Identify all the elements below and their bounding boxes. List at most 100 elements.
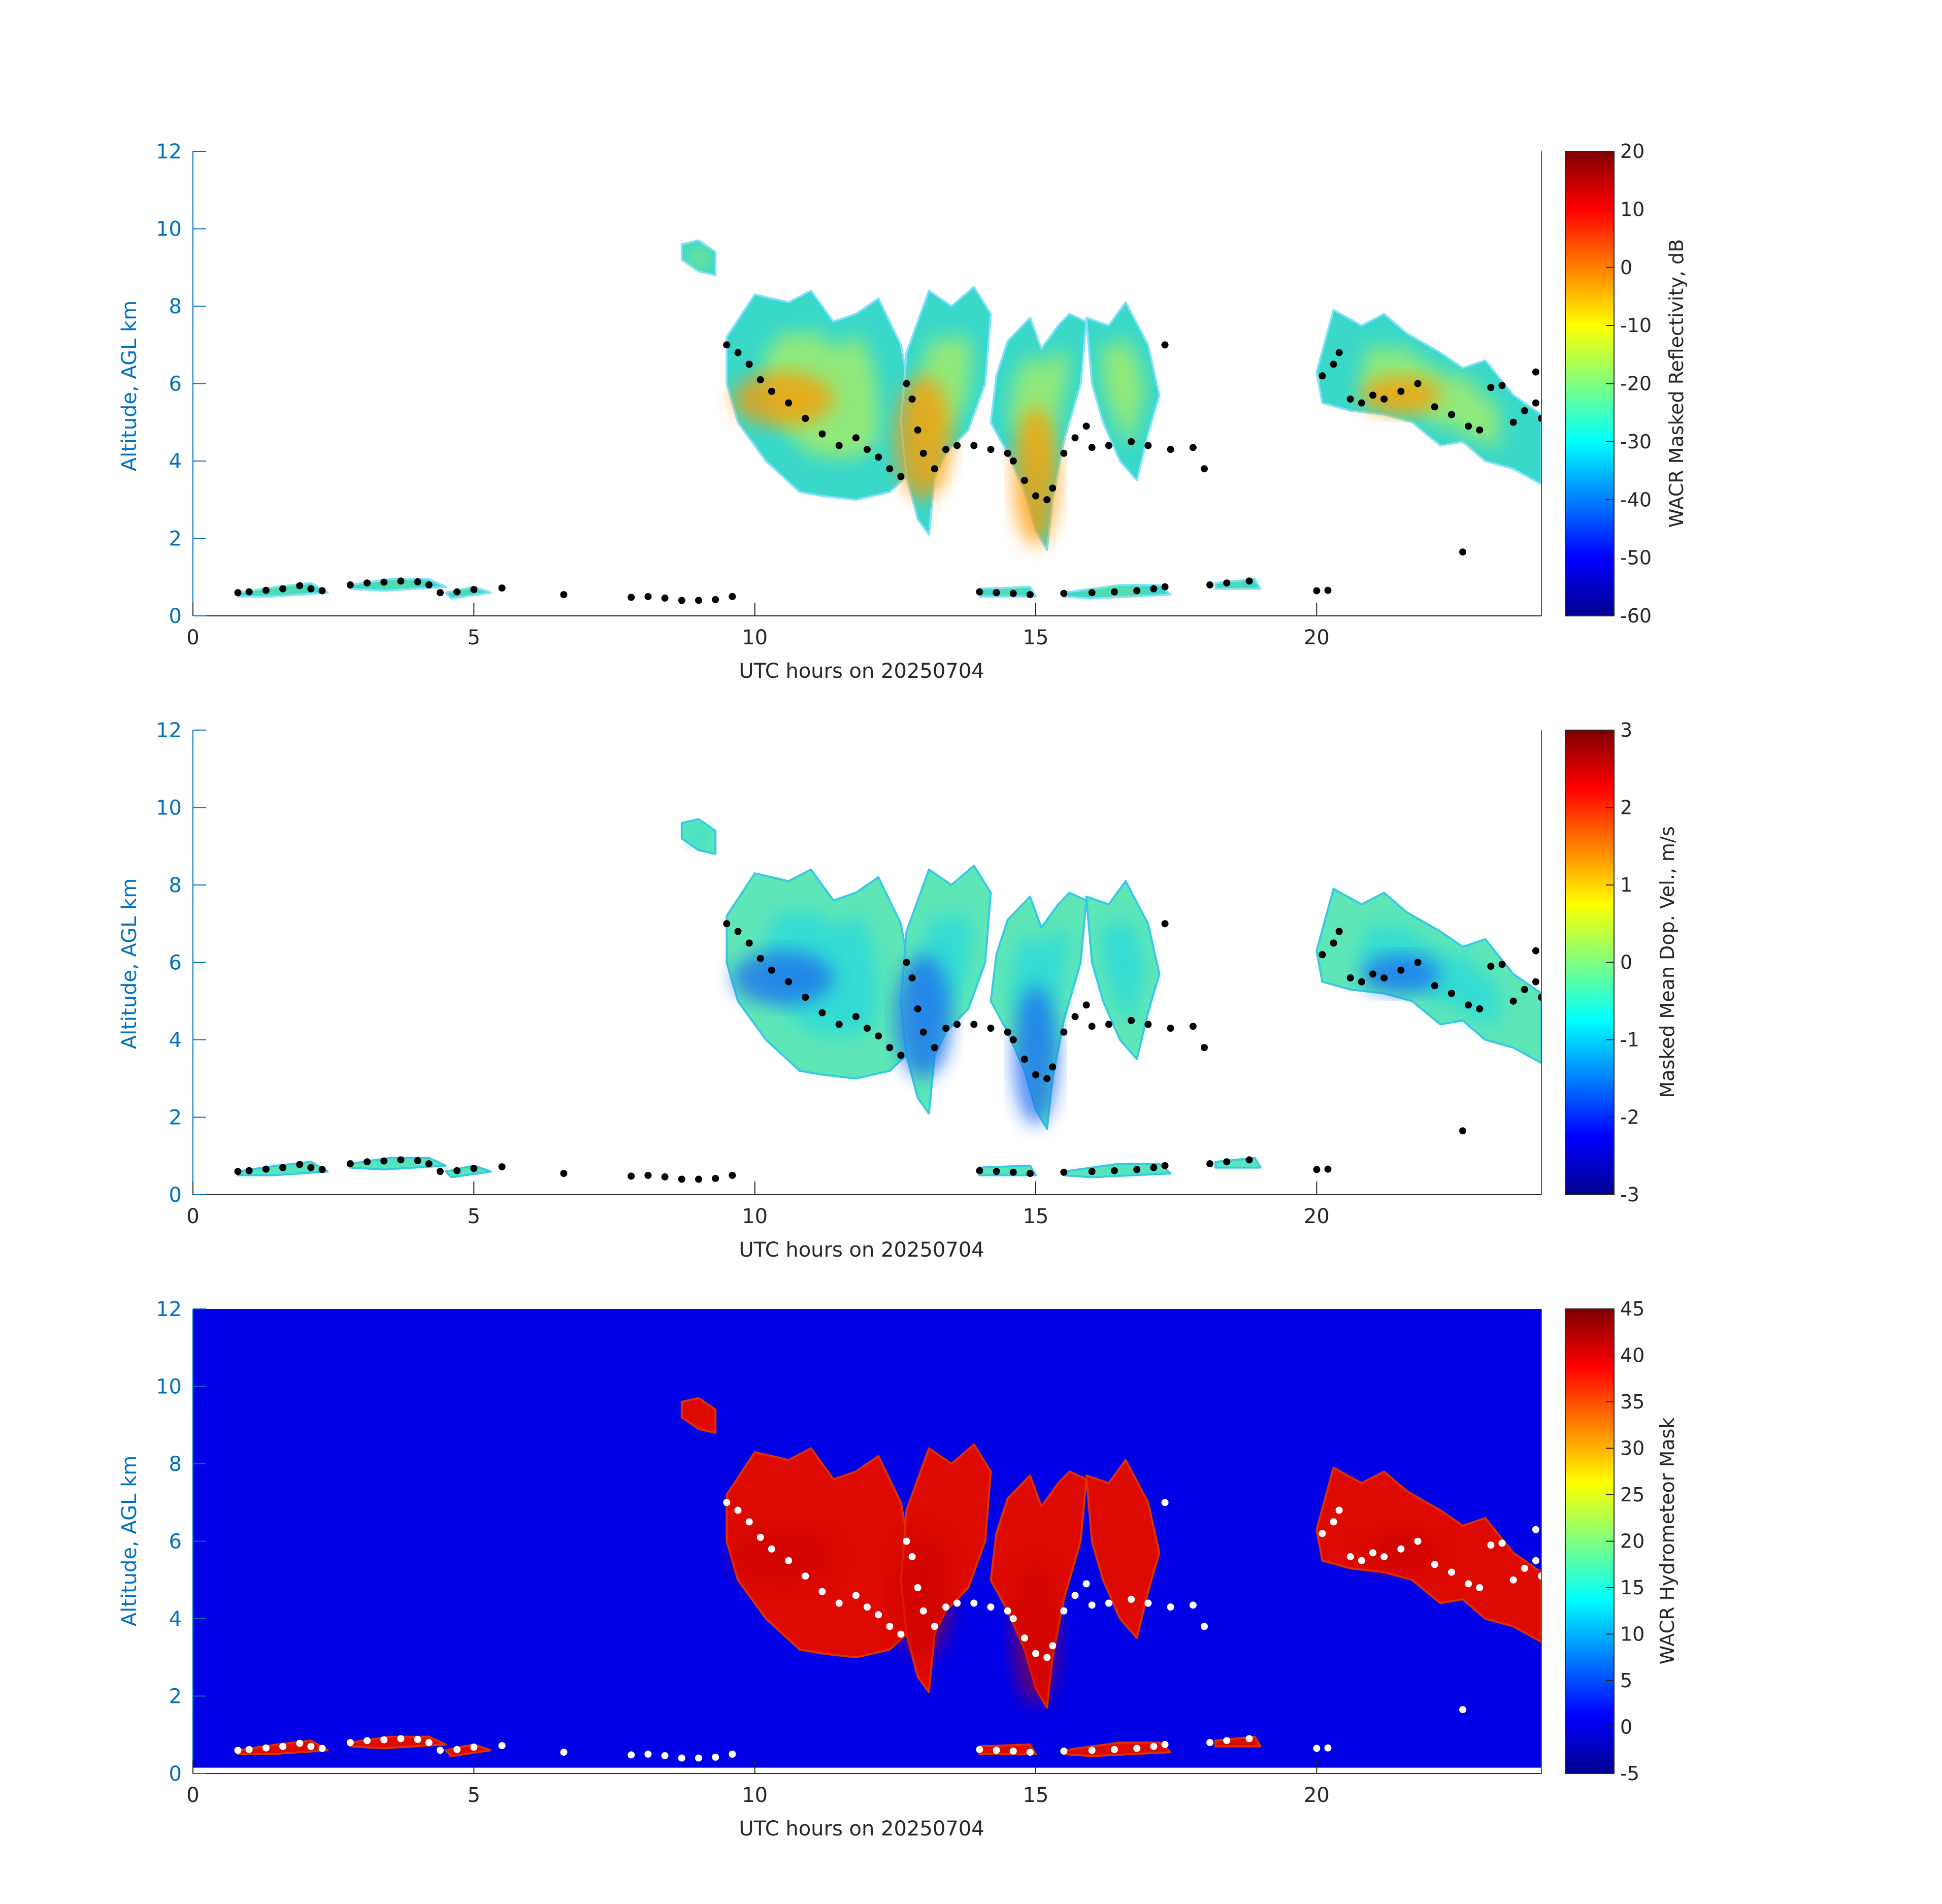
cloud-base-point <box>1004 1607 1011 1615</box>
x-tick-label: 20 <box>1304 626 1330 649</box>
reflectivity-plot-area <box>193 151 1541 616</box>
cloud-base-point <box>425 1739 433 1746</box>
cloud-base-point <box>1060 449 1068 457</box>
cloud-base-point <box>234 589 242 597</box>
y-tick-label: 0 <box>169 1184 182 1207</box>
cloud-base-point <box>296 1161 304 1168</box>
cloud-base-point <box>1032 1650 1039 1657</box>
cloud-base-point <box>864 1603 871 1611</box>
cloud-base-point <box>1532 368 1539 376</box>
cloud-base-point <box>864 446 871 453</box>
cloud-base-point <box>1082 422 1090 430</box>
cloud-inner-low-cloud-6 <box>1223 581 1252 587</box>
cloud-base-point <box>262 1744 270 1752</box>
cloud-base-point <box>628 1172 635 1180</box>
cloud-base-point <box>397 1735 405 1743</box>
velocity-ylabel: Altitude, AGL km <box>118 878 141 1049</box>
cloud-base-point <box>245 588 253 596</box>
cloud-base-point <box>1476 1584 1484 1591</box>
cloud-base-point <box>1144 442 1152 449</box>
cloud-base-point <box>903 959 910 966</box>
cloud-base-point <box>1049 484 1057 492</box>
cloud-base-point <box>346 1739 354 1746</box>
cloud-region-cirrus-fragment <box>680 1397 717 1434</box>
y-tick-label: 8 <box>169 295 182 318</box>
cloud-base-point <box>1071 1592 1079 1599</box>
cloud-base-point <box>234 1747 242 1754</box>
colorbar-tick-label: 0 <box>1620 256 1632 279</box>
cloud-base-point <box>914 426 921 434</box>
mask-surface-band <box>193 1767 1541 1774</box>
cloud-core-core-15h <box>1013 986 1059 1125</box>
cloud-core-core-15h <box>1013 407 1059 546</box>
colorbar-tick-label: 35 <box>1620 1391 1644 1413</box>
cloud-base-point <box>1498 382 1506 389</box>
cloud-base-point <box>1459 1127 1467 1135</box>
cloud-base-point <box>1538 994 1541 1001</box>
cloud-base-point <box>768 966 775 974</box>
colorbar-tick-label: 10 <box>1620 1623 1644 1646</box>
cloud-base-point <box>852 434 860 442</box>
cloud-base-point <box>953 1599 961 1607</box>
cloud-base-point <box>1071 434 1079 442</box>
cloud-base-point <box>498 1742 506 1750</box>
cloud-base-point <box>734 928 742 935</box>
cloud-base-point <box>1324 1744 1332 1752</box>
reflectivity-colorbar-ticks: 20 10 0 -10 -20 -30 -40 -50 -60 <box>1606 140 1652 627</box>
cloud-base-point <box>1071 1013 1079 1021</box>
cloud-base-point <box>914 1584 921 1591</box>
cloud-base-point <box>1335 928 1343 935</box>
cloud-base-point <box>318 1166 326 1173</box>
cloud-base-point <box>835 1599 843 1607</box>
cloud-core-core-13h <box>895 1533 951 1658</box>
cloud-base-point <box>1060 1168 1068 1176</box>
cloud-base-point <box>364 1158 371 1166</box>
cloud-base-point <box>802 1572 809 1580</box>
cloud-base-point <box>1245 1156 1253 1164</box>
colorbar-tick-label: 25 <box>1620 1484 1644 1506</box>
cloud-base-point <box>897 473 905 480</box>
cloud-base-point <box>1009 1747 1017 1755</box>
cloud-base-point <box>1369 1549 1376 1557</box>
cloud-base-point <box>678 1175 685 1183</box>
cloud-base-point <box>723 920 731 928</box>
x-tick-label: 10 <box>742 1205 768 1228</box>
cloud-base-point <box>307 585 315 593</box>
mask-colorbar-label: WACR Hydrometeor Mask <box>1656 1418 1678 1665</box>
x-tick-label: 5 <box>468 1784 480 1807</box>
cloud-base-point <box>1313 1166 1321 1173</box>
cloud-base-point <box>1319 372 1326 380</box>
reflectivity-xlabel: UTC hours on 20250704 <box>739 660 984 683</box>
cloud-base-point <box>1509 418 1517 426</box>
cloud-base-point <box>296 582 304 589</box>
cloud-base-point <box>914 1005 921 1012</box>
cloud-base-point <box>942 1603 949 1611</box>
cloud-base-point <box>1498 1539 1506 1547</box>
y-tick-label: 6 <box>169 373 182 396</box>
cloud-base-point <box>1128 438 1135 445</box>
cloud-base-point <box>818 1588 826 1595</box>
cloud-base-point <box>1447 411 1455 418</box>
cloud-base-point <box>425 1160 433 1167</box>
cloud-base-point <box>734 349 742 356</box>
y-tick-label: 10 <box>156 797 182 820</box>
cloud-base-point <box>1313 587 1321 595</box>
cloud-base-point <box>712 1753 719 1761</box>
cloud-base-point <box>1144 1599 1152 1607</box>
cloud-base-point <box>919 1607 927 1615</box>
x-tick-label: 0 <box>186 1784 199 1807</box>
cloud-base-point <box>745 1518 753 1526</box>
cloud-base-point <box>1133 587 1141 595</box>
colorbar-tick-label: -5 <box>1620 1762 1639 1785</box>
y-tick-label: 12 <box>156 1298 182 1321</box>
cloud-base-point <box>1538 415 1541 422</box>
cloud-core-core-13h <box>895 955 951 1079</box>
cloud-base-point <box>1431 982 1438 990</box>
cloud-base-point <box>1110 1746 1118 1753</box>
cloud-base-point <box>1335 1506 1343 1514</box>
colorbar-tick-label: 45 <box>1620 1298 1644 1320</box>
cloud-base-point <box>1324 586 1332 594</box>
cloud-base-point <box>1009 589 1017 597</box>
cloud-base-point <box>1049 1063 1057 1071</box>
